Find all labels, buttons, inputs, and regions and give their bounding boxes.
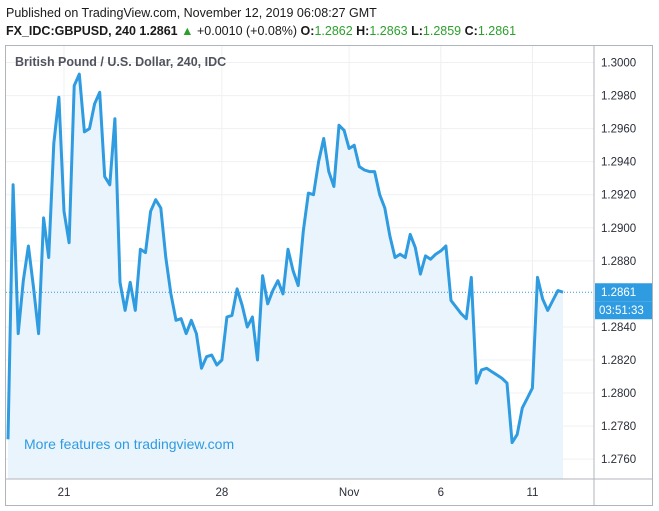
price-tick-label: 1.2960	[601, 124, 636, 136]
time-axis[interactable]: 21 28 Nov 6 11	[58, 487, 539, 499]
low-label: L:	[411, 24, 423, 38]
time-tick-label: 11	[526, 487, 538, 499]
time-tick-label: 6	[438, 487, 444, 499]
resolution-label[interactable]: 240	[115, 24, 136, 38]
time-tick-label: 21	[58, 487, 71, 499]
open-label: O:	[300, 24, 315, 38]
price-tick-label: 1.2980	[601, 91, 636, 103]
price-tick-label: 1.2760	[601, 454, 636, 466]
price-tick-label: 1.2920	[601, 190, 636, 202]
symbol-label[interactable]: FX_IDC:GBPUSD,	[6, 24, 112, 38]
price-tick-label: 1.2820	[601, 355, 636, 367]
last-price: 1.2861	[139, 24, 178, 38]
price-axis[interactable]: 1.3000 1.2980 1.2960 1.2940 1.2920 1.2900 1.28…	[601, 58, 636, 467]
price-tick-label: 1.3000	[601, 58, 636, 70]
price-line	[6, 72, 564, 445]
open-value: 1.2862	[314, 24, 353, 38]
price-tick-label: 1.2800	[601, 388, 636, 400]
quote-line: FX_IDC:GBPUSD, 240 1.2861 ▲ +0.0010 (+0.…	[6, 22, 653, 40]
price-chart[interactable]: 1.3000 1.2980 1.2960 1.2940 1.2920 1.2900 1.28…	[6, 46, 652, 505]
high-label: H:	[356, 24, 370, 38]
close-value: 1.2861	[477, 24, 517, 38]
time-tick-label: 28	[215, 487, 228, 499]
close-label: C:	[464, 24, 478, 38]
price-tick-label: 1.2940	[601, 157, 636, 169]
promo-link[interactable]: More features on tradingview.com	[24, 436, 234, 452]
chart-header: Published on TradingView.com, November 1…	[6, 4, 653, 40]
price-tag: 1.2861 03:51:33	[595, 283, 652, 320]
price-tick-label: 1.2900	[601, 223, 636, 235]
price-tick-label: 1.2780	[601, 421, 636, 433]
price-tick-label: 1.2840	[601, 322, 636, 334]
price-tick-label: 1.2880	[601, 256, 636, 268]
change-value: +0.0010 (+0.08%)	[196, 24, 298, 38]
chart-frame[interactable]: 1.3000 1.2980 1.2960 1.2940 1.2920 1.2900 1.28…	[5, 45, 653, 506]
published-note: Published on TradingView.com, November 1…	[6, 6, 377, 20]
countdown-value: 03:51:33	[599, 305, 644, 317]
price-tag-value: 1.2861	[601, 287, 636, 299]
change-up-icon: ▲	[181, 24, 194, 38]
high-value: 1.2863	[369, 24, 408, 38]
low-value: 1.2859	[422, 24, 462, 38]
pane-title: British Pound / U.S. Dollar, 240, IDC	[15, 55, 226, 69]
time-tick-label: Nov	[339, 487, 360, 499]
